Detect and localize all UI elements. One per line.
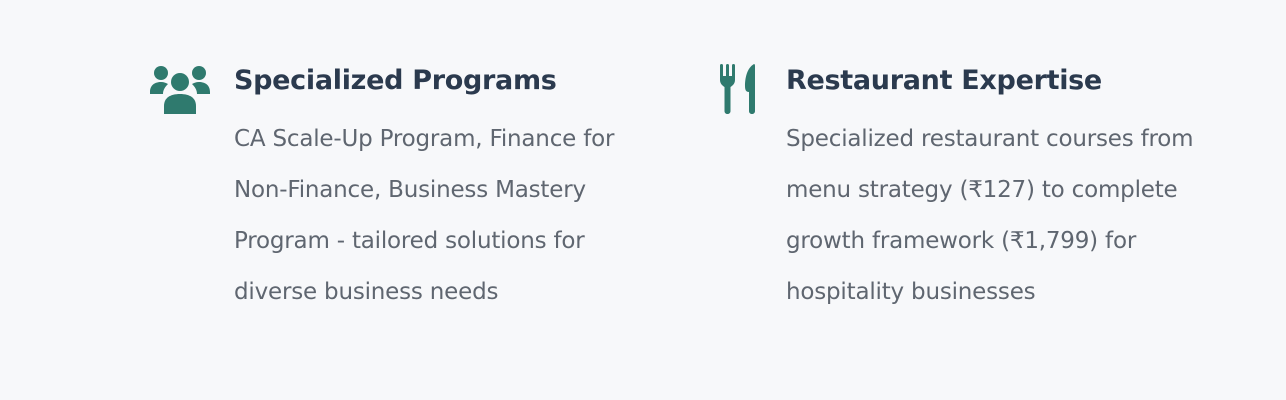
users-group-icon bbox=[150, 60, 234, 114]
feature-specialized-programs: Specialized Programs CA Scale-Up Program… bbox=[150, 60, 644, 318]
feature-text: Specialized Programs CA Scale-Up Program… bbox=[234, 60, 644, 318]
feature-description: CA Scale-Up Program, Finance for Non-Fin… bbox=[234, 126, 615, 305]
feature-text: Restaurant Expertise Specialized restaur… bbox=[786, 60, 1236, 318]
feature-description: Specialized restaurant courses from menu… bbox=[786, 126, 1194, 305]
feature-title: Restaurant Expertise bbox=[786, 65, 1102, 96]
feature-title: Specialized Programs bbox=[234, 65, 557, 96]
fork-knife-icon bbox=[716, 60, 786, 114]
feature-restaurant-expertise: Restaurant Expertise Specialized restaur… bbox=[716, 60, 1236, 318]
